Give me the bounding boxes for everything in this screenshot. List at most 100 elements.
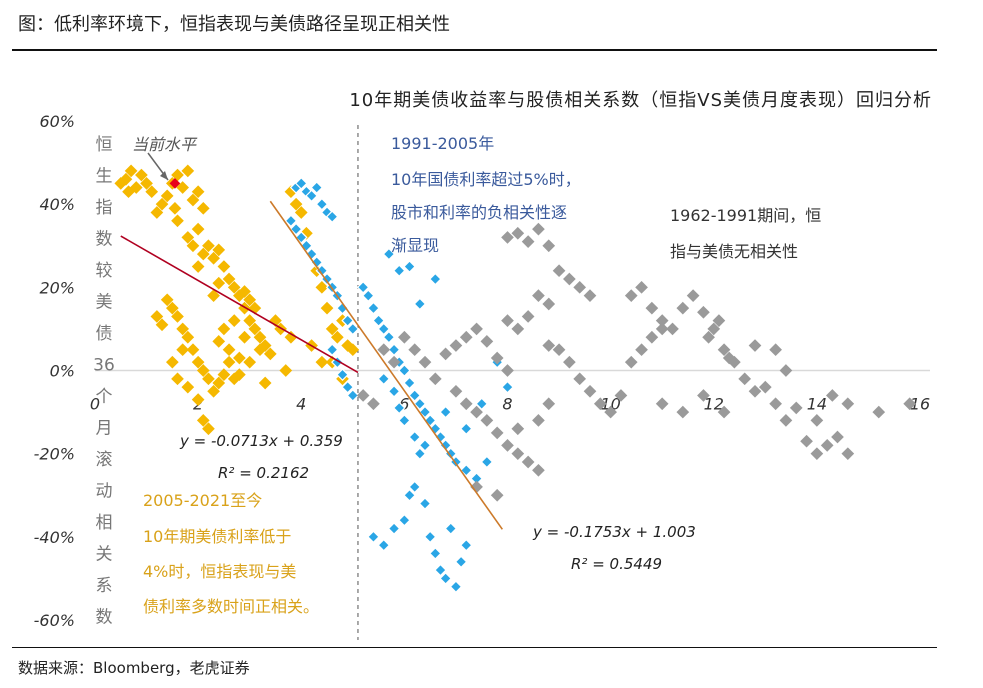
orange-point [119, 172, 133, 186]
blue-point [413, 297, 427, 311]
orange-point [248, 322, 262, 336]
gray-point [903, 397, 917, 411]
gray-point [624, 289, 638, 302]
gray-point [459, 330, 473, 344]
gray-point [563, 355, 576, 369]
gray-point [501, 364, 514, 377]
orange-point [217, 322, 231, 336]
y-label-char: 动 [96, 482, 113, 502]
gray-point [490, 488, 504, 502]
orange-point [238, 285, 251, 298]
y-tick-label: -40% [34, 528, 75, 547]
gray-point [686, 289, 700, 302]
y-label-char: 滚 [96, 450, 113, 470]
gray-point [707, 322, 721, 336]
figure-header: 图：低利率环境下，恒指表现与美债路径呈现正相关性 [18, 14, 450, 35]
orange-point [168, 201, 182, 215]
blue-point [439, 572, 452, 585]
blue-point [459, 422, 473, 436]
gray-point [501, 231, 514, 244]
gray-point [573, 280, 587, 294]
blue-point [418, 497, 432, 510]
orange-point [243, 314, 257, 327]
blue-point [356, 280, 370, 294]
gray-point [428, 372, 442, 386]
blue-point [392, 264, 406, 278]
gray-note-line-1: 1962-1991期间，恒 [670, 206, 821, 225]
orange-point [165, 355, 179, 369]
orange-point [320, 301, 334, 315]
gray-point [501, 314, 514, 327]
blue-point [398, 414, 411, 427]
gray-point [573, 372, 587, 386]
x-tick-label: 0 [90, 395, 100, 414]
gray-point [841, 397, 855, 411]
blue-point [382, 330, 396, 344]
gray-point [398, 330, 411, 344]
source-note: 数据来源：Bloomberg，老虎证券 [18, 659, 250, 677]
y-tick-label: 40% [39, 195, 75, 214]
orange-point [124, 164, 138, 178]
orange-note-line-2: 10年期美债利率低于 [143, 527, 291, 546]
gray-point [604, 405, 617, 419]
regression-2-r2: R² = 0.5449 [571, 555, 662, 573]
orange-point [227, 280, 241, 294]
gray-point [449, 339, 463, 352]
gray-point [480, 414, 494, 427]
orange-point [202, 239, 215, 253]
blue-point [382, 247, 396, 261]
orange-point [227, 314, 241, 327]
orange-point [222, 272, 236, 286]
gray-point [511, 447, 525, 461]
orange-point [243, 355, 257, 369]
orange-point [243, 293, 257, 307]
gray-point [676, 405, 690, 419]
orange-point [222, 343, 236, 357]
gray-point [697, 305, 710, 319]
blue-point [454, 555, 468, 569]
footer-rule [12, 647, 937, 648]
current-level-arrowhead [160, 171, 168, 180]
blue-point [367, 301, 380, 315]
gray-point [831, 430, 844, 444]
gray-point [532, 414, 545, 427]
orange-point [129, 181, 143, 194]
gray-point [521, 310, 535, 323]
blue-point [325, 343, 339, 357]
y-label-char: 个 [96, 387, 113, 407]
blue-point [289, 222, 303, 236]
orange-point [176, 343, 190, 357]
gray-point [635, 343, 648, 357]
orange-point [294, 206, 308, 219]
orange-point [176, 322, 190, 336]
y-label-char: 债 [96, 324, 113, 344]
blue-point [398, 364, 411, 377]
gray-point [367, 397, 380, 411]
orange-point [191, 222, 205, 236]
orange-point [233, 351, 246, 365]
orange-point [181, 231, 195, 244]
blue-point [387, 343, 401, 357]
gray-point [542, 297, 556, 311]
orange-point [122, 185, 135, 199]
gray-point [676, 301, 690, 315]
orange-point [155, 197, 169, 211]
x-tick-label: 12 [704, 395, 724, 414]
gray-point [408, 343, 422, 357]
orange-point [222, 355, 236, 369]
orange-point [196, 247, 210, 261]
gray-point [624, 355, 638, 369]
blue-point [408, 430, 422, 444]
orange-point [202, 422, 215, 436]
orange-point [140, 177, 153, 190]
gray-point [521, 235, 535, 248]
header-rule [12, 49, 937, 51]
y-tick-label: -60% [34, 611, 75, 630]
orange-point [181, 380, 195, 394]
gray-point [480, 335, 494, 348]
gray-point [490, 426, 504, 440]
current-point [169, 178, 181, 189]
y-label-char: 数 [96, 608, 113, 628]
